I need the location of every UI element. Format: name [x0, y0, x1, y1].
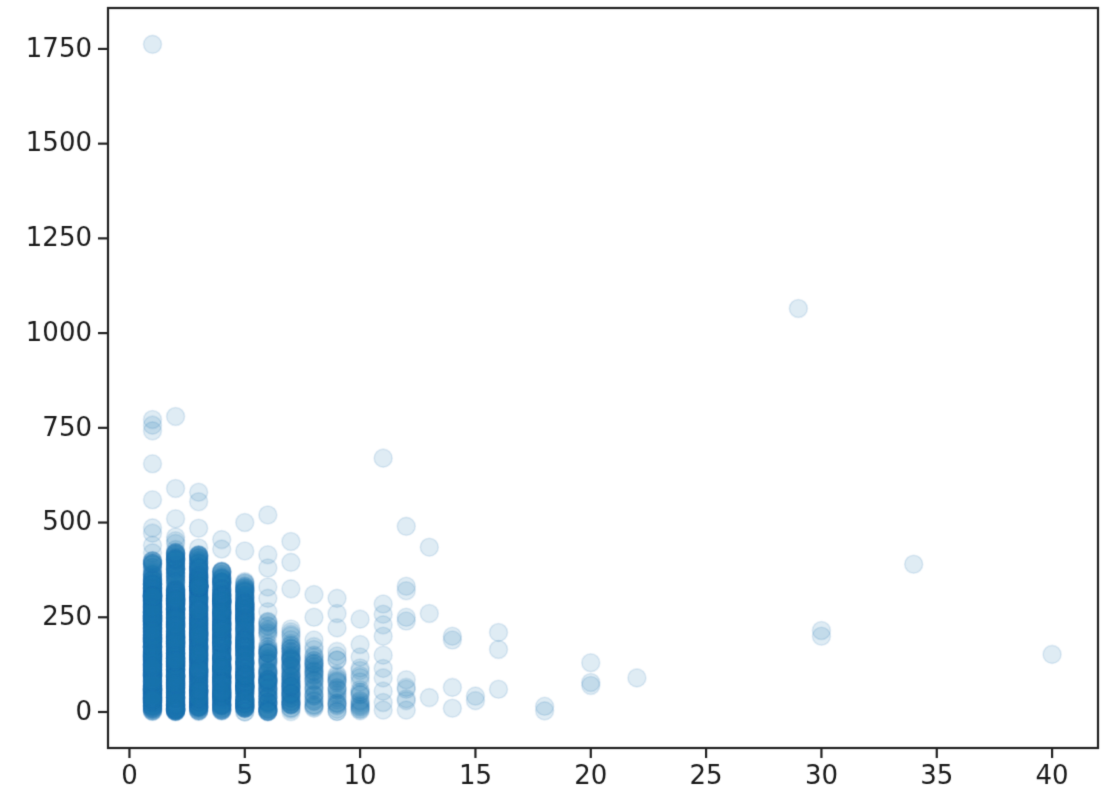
scatter-plot-canvas — [0, 0, 1110, 804]
scatter-figure — [0, 0, 1110, 804]
